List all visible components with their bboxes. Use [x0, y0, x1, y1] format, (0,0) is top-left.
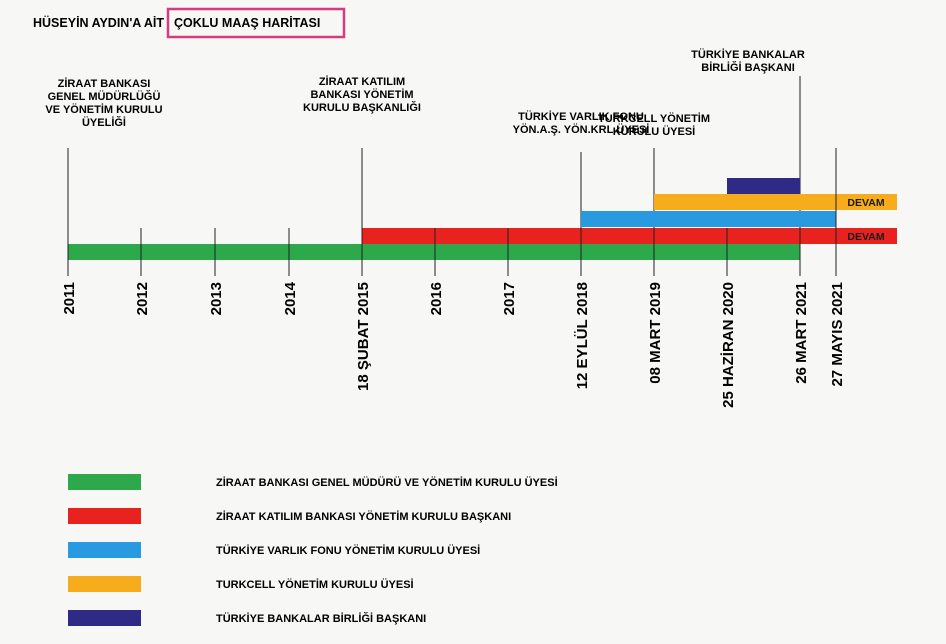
legend-label: ZİRAAT BANKASI GENEL MÜDÜRÜ VE YÖNETİM K… [216, 476, 558, 489]
annotation-label: TURKCELL YÖNETİM KURULU ÜYESİ [598, 112, 710, 138]
legend-swatch-red [68, 508, 141, 524]
tick-label: 18 ŞUBAT 2015 [355, 282, 372, 391]
tick-label: 2017 [501, 282, 518, 315]
bar-red [362, 228, 897, 244]
annotation-labels: ZİRAAT BANKASI GENEL MÜDÜRLÜĞÜ VE YÖNETİM … [45, 48, 804, 138]
bar-blue [581, 211, 836, 227]
tick-label: 2011 [61, 282, 78, 315]
tick-label: 08 MART 2019 [647, 282, 664, 384]
legend-label: ZİRAAT KATILIM BANKASI YÖNETİM KURULU BA… [216, 510, 511, 523]
annotation-label: TÜRKİYE BANKALAR BİRLİĞİ BAŞKANI [691, 48, 805, 74]
legend-swatch-navy [68, 610, 141, 626]
title-group: HÜSEYİN AYDIN'A AİT ÇOKLU MAAŞ HARİTASI [33, 7, 346, 39]
legend: ZİRAAT BANKASI GENEL MÜDÜRÜ VE YÖNETİM K… [68, 474, 558, 626]
annotation-label: ZİRAAT BANKASI GENEL MÜDÜRLÜĞÜ VE YÖNETİM … [45, 77, 162, 129]
tick-label: 2012 [134, 282, 151, 315]
annotation-label: TÜRKİYE VARLIK FONU YÖN.A.Ş. YÖN.KRL.ÜYES… [513, 110, 650, 136]
legend-label: TÜRKİYE BANKALAR BİRLİĞİ BAŞKANI [216, 612, 426, 625]
legend-swatch-green [68, 474, 141, 490]
title-highlight-box [166, 7, 346, 39]
bar-red-continue-label: DEVAM [847, 231, 884, 243]
tick-label: 12 EYLÜL 2018 [574, 282, 591, 389]
bar-orange-continue-label: DEVAM [847, 197, 884, 209]
tick-label: 2013 [208, 282, 225, 315]
tick-label: 27 MAYIS 2021 [829, 282, 846, 387]
tick-label: 26 MART 2021 [793, 282, 810, 384]
title-prefix: HÜSEYİN AYDIN'A AİT [33, 15, 164, 30]
bar-green [68, 244, 800, 260]
title-highlighted-text: ÇOKLU MAAŞ HARİTASI [174, 15, 320, 30]
bar-navy [727, 178, 800, 194]
tick-label: 2014 [282, 281, 299, 315]
legend-label: TURKCELL YÖNETİM KURULU ÜYESİ [216, 578, 414, 591]
tick-label: 2016 [428, 282, 445, 315]
annotation-label: ZİRAAT KATILIM BANKASI YÖNETİM KURULU BAŞK… [303, 75, 421, 114]
legend-swatch-blue [68, 542, 141, 558]
tick-label: 25 HAZİRAN 2020 [720, 282, 737, 408]
legend-label: TÜRKİYE VARLIK FONU YÖNETİM KURULU ÜYESİ [216, 544, 480, 557]
annotation-lines [67, 76, 801, 234]
timeline-tick-labels: 2011 2012 2013 2014 18 ŞUBAT 2015 2016 2017 12 … [61, 281, 846, 408]
timeline-bars: DEVAM DEVAM [68, 178, 897, 260]
timeline-ticks [67, 148, 837, 276]
legend-swatch-orange [68, 576, 141, 592]
